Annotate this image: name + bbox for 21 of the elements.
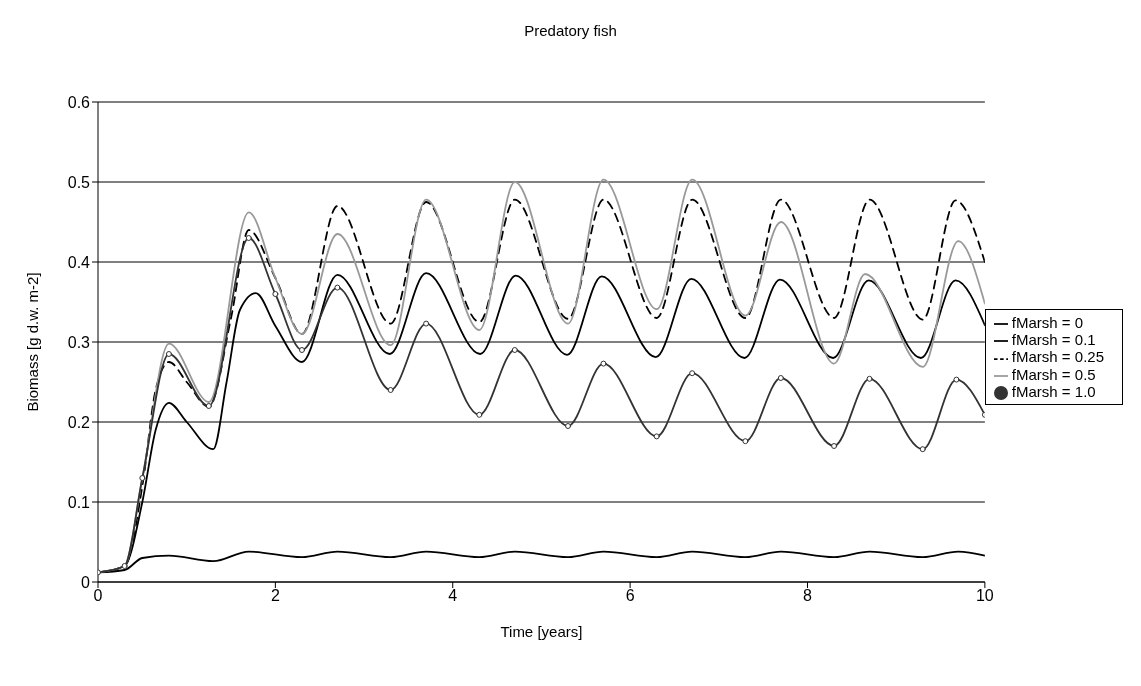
legend-label: fMarsh = 0.5: [1011, 365, 1096, 383]
x-tick-label: 6: [625, 587, 635, 605]
legend-label: fMarsh = 0.25: [1011, 348, 1104, 366]
y-tick-label: 0.5: [67, 173, 91, 191]
y-tick-label: 0.6: [67, 93, 91, 111]
x-tick-label: 0: [93, 587, 103, 605]
y-tick-label: 0.3: [67, 333, 91, 351]
y-tick-label: 0.4: [67, 253, 91, 271]
legend-label: fMarsh = 1.0: [1011, 382, 1096, 400]
legend-label: fMarsh = 0: [1011, 314, 1084, 332]
legend-label: fMarsh = 0.1: [1011, 331, 1096, 349]
x-tick-label: 10: [975, 587, 994, 605]
y-axis-title: Biomass [g d.w. m-2]: [24, 272, 42, 412]
y-tick-label: 0.1: [67, 493, 91, 511]
x-tick-label: 2: [270, 587, 280, 605]
chart-title: Predatory fish: [523, 21, 618, 41]
x-tick-label: 8: [803, 587, 813, 605]
y-tick-label: 0: [81, 573, 91, 591]
y-tick-label: 0.2: [67, 413, 91, 431]
x-axis-title: Time [years]: [500, 623, 583, 640]
x-tick-label: 4: [448, 587, 458, 605]
